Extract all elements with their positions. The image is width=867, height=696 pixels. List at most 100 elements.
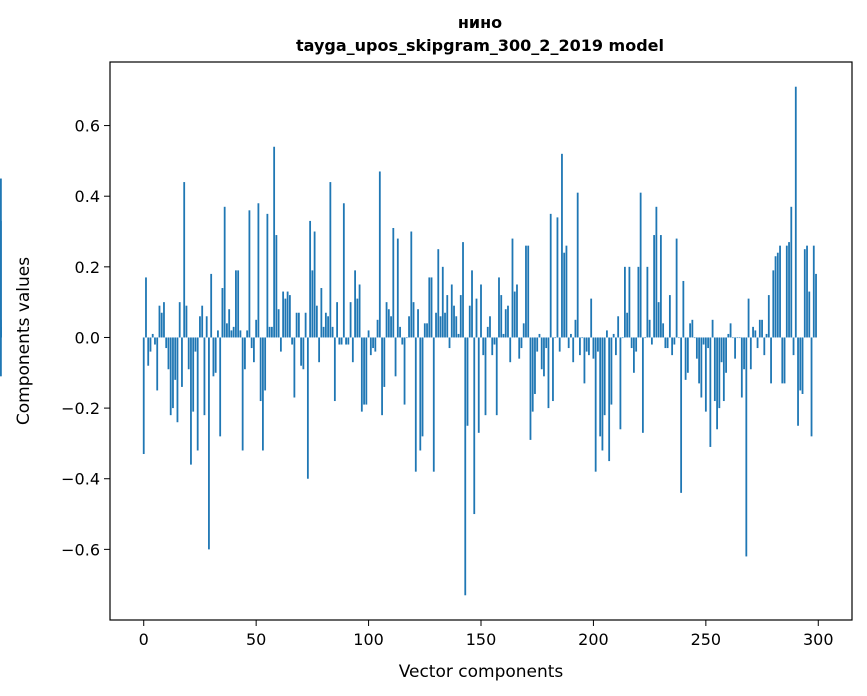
bar-202: [597, 337, 599, 352]
bar-152: [484, 337, 487, 416]
bar-34: [219, 337, 222, 437]
bar-20: [187, 337, 190, 370]
bar-230: [659, 235, 662, 338]
bar-194: [579, 337, 581, 356]
bar-2: [147, 337, 150, 366]
bars-group: [0, 86, 817, 596]
bar-120: [412, 302, 415, 338]
bar-108: [385, 302, 388, 338]
bar-204: [601, 337, 604, 451]
bar-265: [738, 337, 741, 339]
bar-144: [466, 337, 469, 426]
bar-48: [250, 337, 253, 349]
bar-282: [776, 252, 779, 338]
bar-75: [311, 270, 314, 338]
bar-215: [626, 312, 629, 338]
bar-173: [531, 337, 534, 412]
bar-273: [756, 337, 759, 349]
bar-139: [455, 316, 458, 338]
bar-0: [142, 337, 145, 455]
bar-235: [671, 337, 674, 356]
bar-199: [590, 298, 593, 338]
bar-128: [430, 277, 433, 338]
bar-122: [417, 309, 419, 338]
bar-169: [522, 323, 525, 338]
bar-6: [156, 337, 159, 391]
x-tick-label: 250: [691, 630, 722, 649]
bar-189: [567, 337, 570, 349]
bar-176: [538, 333, 541, 338]
bar-145: [468, 305, 471, 338]
bar-295: [806, 245, 808, 338]
bar-161: [504, 309, 507, 338]
bar-16: [178, 302, 181, 338]
bar-276: [763, 337, 766, 356]
bar-212: [619, 337, 622, 430]
bar-157: [495, 337, 498, 416]
bar-92: [349, 302, 352, 338]
bar-33: [217, 330, 219, 338]
plot-frame: [109, 61, 853, 621]
bar-166: [516, 284, 518, 338]
bar-124: [421, 337, 424, 437]
bar-242: [686, 337, 689, 373]
bar-100: [367, 330, 370, 338]
bar-54: [264, 337, 267, 391]
bar-148: [475, 298, 478, 338]
bar-21: [190, 337, 192, 465]
bar-253: [711, 319, 714, 338]
y-tick-label: 0.4: [75, 187, 100, 206]
bar-294: [803, 249, 806, 338]
bar-245: [693, 337, 696, 339]
bar-32: [214, 337, 217, 373]
chart-subtitle: tayga_upos_skipgram_300_2_2019 model: [296, 36, 664, 55]
bar-278: [767, 295, 770, 338]
bar-25: [199, 316, 201, 338]
bar-112: [394, 337, 397, 377]
bar-283: [779, 245, 781, 338]
bar-254: [713, 337, 716, 402]
bar-279: [770, 337, 772, 384]
bar-264: [736, 337, 739, 339]
bar-93: [351, 337, 354, 363]
bar-39: [230, 330, 233, 338]
bar-62: [282, 291, 285, 338]
bar-227: [653, 235, 656, 338]
bar-193: [576, 192, 579, 338]
bar-196: [583, 337, 586, 384]
bar-123: [419, 337, 422, 451]
bar-79: [320, 288, 323, 338]
bar-78: [318, 337, 321, 363]
bar-186: [561, 153, 563, 338]
bar-70: [300, 337, 303, 366]
bar-29: [208, 337, 210, 550]
bar-30: [210, 273, 213, 338]
bar-71: [302, 337, 305, 370]
bar-165: [513, 291, 516, 338]
x-tick-label: 0: [139, 630, 149, 649]
bar-154: [489, 316, 491, 338]
bar-143: [464, 337, 467, 596]
bar-163: [509, 337, 512, 363]
bar-274: [758, 319, 761, 338]
bar-47: [248, 210, 251, 338]
bar-287: [788, 242, 790, 338]
bar-67: [293, 337, 296, 398]
bar-13: [172, 337, 174, 409]
bar-292: [799, 337, 802, 391]
x-axis-label: Vector components: [399, 662, 564, 682]
bar-167: [518, 337, 521, 359]
bar-228: [655, 206, 658, 338]
bar-275: [761, 319, 763, 338]
bar-195: [581, 337, 584, 339]
bar-297: [810, 337, 813, 437]
bar-249: [702, 337, 705, 345]
y-tick-label: −0.6: [61, 540, 100, 559]
x-tick-label: 200: [578, 630, 609, 649]
bar-188: [565, 245, 568, 338]
bar-63: [284, 298, 287, 338]
bar-210: [615, 337, 617, 356]
bar-216: [628, 266, 631, 338]
bar-134: [444, 312, 446, 338]
bar-251: [707, 337, 709, 349]
